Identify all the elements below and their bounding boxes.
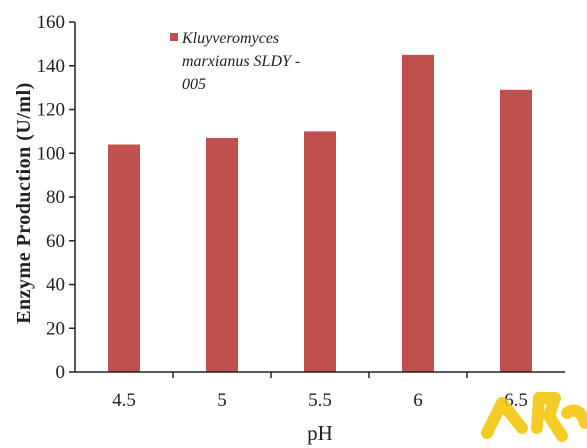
x-axis-ticks: 4.5 5 5.5 6 6.5 <box>112 372 528 411</box>
legend-label-line-3: 005 <box>182 76 206 93</box>
y-tick-label: 140 <box>37 56 66 77</box>
legend-label-line-2: marxianus SLDY - <box>182 53 300 70</box>
x-tick-label: 6 <box>413 390 423 411</box>
bar <box>402 54 434 372</box>
y-tick-label: 60 <box>46 231 65 252</box>
y-tick-label: 0 <box>56 362 66 383</box>
legend-label-line-1: Kluyveromyces <box>181 30 279 47</box>
y-tick-label: 100 <box>37 143 66 164</box>
y-tick-label: 80 <box>46 187 65 208</box>
x-axis-title: pH <box>307 421 333 445</box>
bar <box>500 89 532 372</box>
x-tick-label: 4.5 <box>112 390 136 411</box>
bar <box>206 137 238 372</box>
y-axis-title: Enzyme Production (U/ml) <box>13 82 35 324</box>
bars <box>108 54 532 372</box>
x-tick-label: 5 <box>217 390 227 411</box>
y-axis-ticks: 0 20 40 60 80 100 120 140 160 <box>37 12 75 383</box>
x-tick-label: 5.5 <box>308 390 332 411</box>
x-tick-label: 6.5 <box>504 390 528 411</box>
bar <box>108 144 140 372</box>
y-tick-label: 120 <box>37 100 66 121</box>
y-tick-label: 20 <box>46 318 65 339</box>
legend: Kluyveromyces marxianus SLDY - 005 <box>170 30 300 93</box>
y-tick-label: 40 <box>46 275 65 296</box>
legend-swatch <box>170 33 178 41</box>
bar <box>304 131 336 372</box>
y-tick-label: 160 <box>37 12 66 33</box>
